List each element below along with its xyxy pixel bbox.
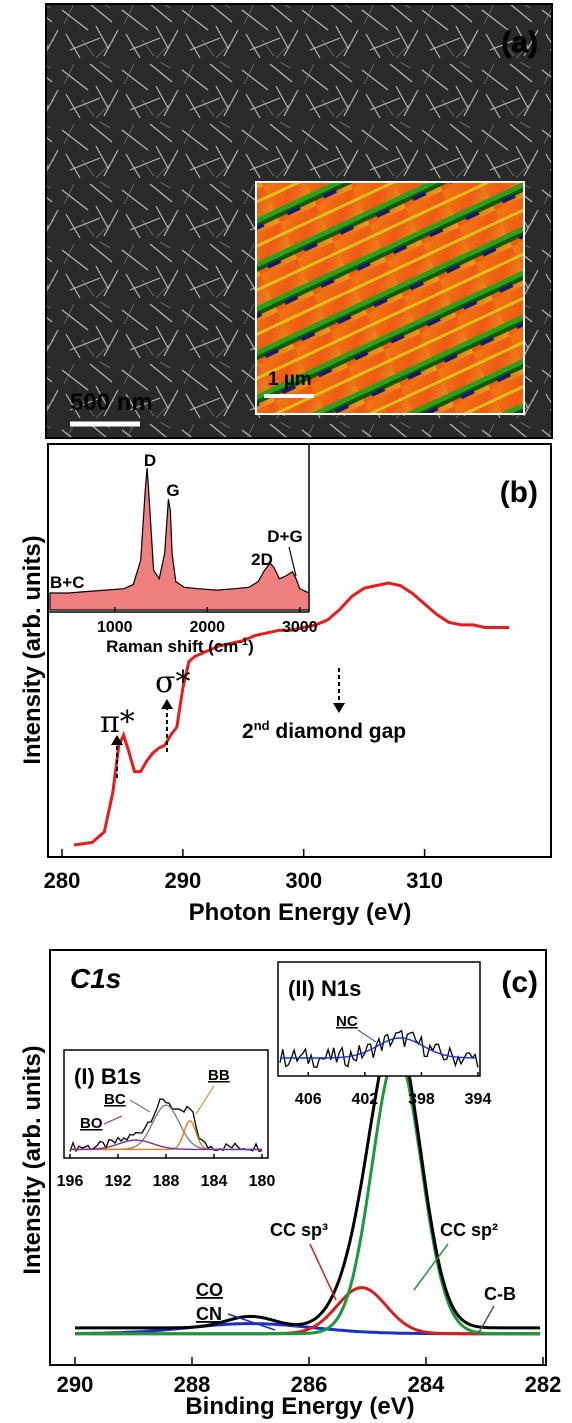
n1s-raw-data <box>279 1029 479 1069</box>
b1s-bb-pointer <box>195 1085 215 1115</box>
cn-pointer <box>227 1313 276 1331</box>
panel-c-title: C1s <box>70 963 121 994</box>
x-tick-label: 290 <box>165 868 202 893</box>
panel-b-x-axis: 280 290 300 310 <box>44 849 443 893</box>
diamond-gap-annotation: 2nd diamond gap <box>242 718 406 743</box>
raman-xlabel: Raman shift (cm-1) <box>106 636 254 656</box>
x-tick-label: 406 <box>295 1091 322 1108</box>
x-tick-label: 3000 <box>282 619 318 636</box>
b1s-label-bb: BB <box>208 1067 230 1084</box>
b1s-component-bo <box>70 1139 262 1151</box>
nexafs-spectrum-line <box>73 581 510 847</box>
pi-star-arrowhead <box>111 735 123 745</box>
raman-spectrum-area <box>49 467 310 611</box>
raman-peak-g: G <box>166 481 179 500</box>
b1s-raw-data <box>69 1098 263 1153</box>
sigma-star-annotation: σ* <box>155 665 190 700</box>
n1s-inset: (II) N1s 406 402 398 394 NC <box>277 961 492 1108</box>
x-tick-label: 188 <box>153 1173 180 1190</box>
label-co: CO <box>196 1280 223 1300</box>
diamond-gap-arrowhead <box>333 703 345 713</box>
panel-b-frame <box>47 443 552 858</box>
n1s-lines <box>279 1029 479 1069</box>
x-tick-label: 290 <box>57 1372 94 1397</box>
x-tick-label: 282 <box>525 1372 562 1397</box>
b1s-inset: (I) B1s 196 192 188 184 180 BC BB BO <box>57 1049 276 1190</box>
b1s-bc-pointer <box>129 1099 151 1113</box>
x-tick-label: 300 <box>285 868 322 893</box>
raman-peak-2d: 2D <box>251 550 273 569</box>
afm-inset <box>255 181 525 415</box>
b1s-inset-frame <box>63 1049 269 1159</box>
c1s-fit-lines <box>75 1048 541 1336</box>
raman-peak-d: D <box>144 451 156 470</box>
panel-c-xlabel: Binding Energy (eV) <box>185 1393 414 1420</box>
n1s-nc-pointer <box>357 1029 377 1043</box>
cc-sp3-pointer <box>309 1243 337 1301</box>
n1s-component-nc <box>280 1037 477 1059</box>
panel-c-x-axis: 290 288 286 284 282 <box>57 1357 562 1397</box>
n1s-x-axis: 406 402 398 394 <box>295 1072 492 1108</box>
raman-x-axis: 1000 2000 3000 <box>97 607 318 636</box>
x-tick-label: 2000 <box>189 619 225 636</box>
panel-b-ylabel: Intensity (arb. units) <box>19 535 46 764</box>
b1s-label-bo: BO <box>80 1115 103 1132</box>
n1s-label-nc: NC <box>336 1013 358 1030</box>
label-cc-sp2: CC sp² <box>440 1220 498 1240</box>
x-tick-label: 310 <box>406 868 443 893</box>
x-tick-label: 288 <box>174 1372 211 1397</box>
series-line-cc-sp2 <box>75 1052 541 1336</box>
scale-bar-label: 500 nm <box>70 389 153 416</box>
x-tick-label: 402 <box>352 1091 379 1108</box>
panel-b-label: (b) <box>500 476 538 509</box>
x-tick-label: 192 <box>105 1173 132 1190</box>
x-tick-label: 284 <box>408 1372 445 1397</box>
panel-b-xlabel: Photon Energy (eV) <box>189 899 412 926</box>
raman-inset: 1000 2000 3000 Raman shift (cm-1) D G 2D D… <box>48 444 318 656</box>
b1s-label-bc: BC <box>104 1091 126 1108</box>
x-tick-label: 1000 <box>97 619 133 636</box>
panel-c: C1s (c) Intensity (arb. units) 290 288 286… <box>19 949 562 1420</box>
raman-dg-pointer <box>288 546 297 577</box>
b1s-inset-title: (I) B1s <box>74 1064 141 1089</box>
panel-c-frame <box>49 949 547 1366</box>
label-cn: CN <box>196 1304 222 1324</box>
x-tick-label: 286 <box>291 1372 328 1397</box>
panel-c-label: (c) <box>501 966 538 999</box>
label-c-b: C-B <box>484 1284 516 1304</box>
x-tick-label: 398 <box>408 1091 435 1108</box>
x-tick-label: 394 <box>465 1091 492 1108</box>
b1s-bo-pointer <box>103 1115 123 1125</box>
inset-scale-bar-label: 1 µm <box>268 369 312 390</box>
panel-c-ylabel: Intensity (arb. units) <box>19 1045 46 1274</box>
panel-a: (a) 1 µm 500 nm <box>45 3 553 439</box>
panel-a-label: (a) <box>501 26 538 59</box>
x-tick-label: 184 <box>201 1173 228 1190</box>
raman-peak-bc: B+C <box>50 573 84 592</box>
cc-sp2-pointer <box>413 1243 449 1291</box>
x-tick-label: 196 <box>57 1173 84 1190</box>
n1s-inset-title: (II) N1s <box>288 976 361 1001</box>
x-tick-label: 180 <box>249 1173 276 1190</box>
series-line-envelope <box>75 1048 541 1330</box>
label-cc-sp3: CC sp³ <box>270 1220 328 1240</box>
pi-star-annotation: π* <box>100 705 135 740</box>
sigma-star-arrowhead <box>161 699 173 709</box>
b1s-x-axis: 196 192 188 184 180 <box>57 1154 276 1190</box>
raman-peak-dg: D+G <box>267 527 302 546</box>
panel-b: (b) Intensity (arb. units) 280 290 300 310 … <box>19 443 552 926</box>
b1s-lines <box>69 1098 263 1153</box>
c-b-pointer <box>477 1305 495 1335</box>
x-tick-label: 280 <box>44 868 81 893</box>
